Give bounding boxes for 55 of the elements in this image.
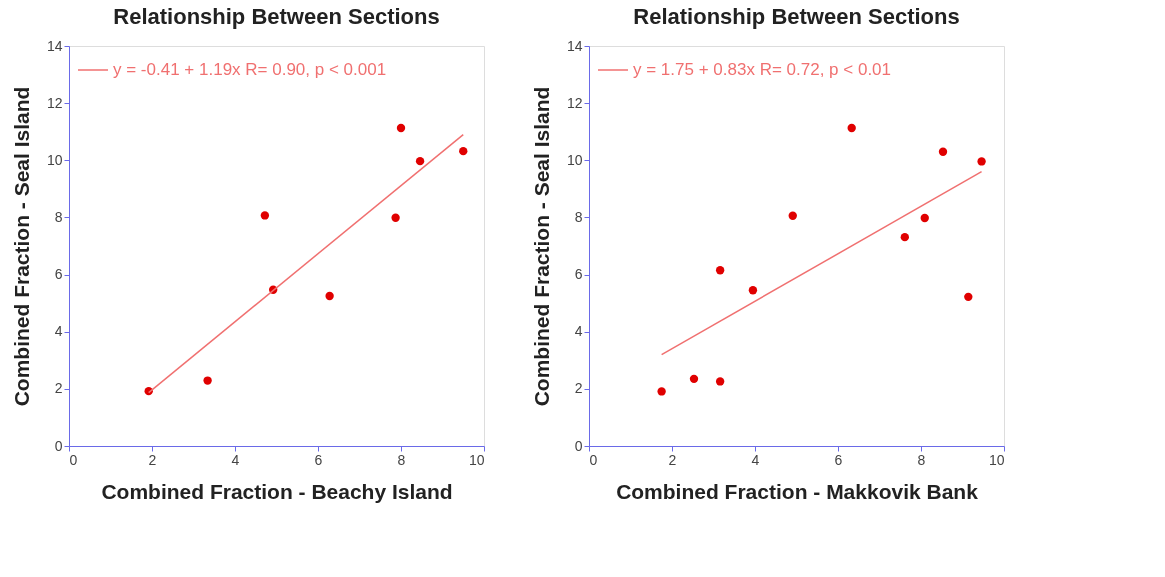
x-tick-label: 6 [834, 451, 843, 468]
y-tick-label: 2 [574, 380, 583, 397]
point [689, 374, 699, 384]
y-axis-title: Combined Fraction - Seal Island [529, 86, 553, 407]
y-tick-label: 10 [46, 151, 63, 168]
point [715, 377, 725, 386]
x-axis-title: Combined Fraction - Makkovik Bank [616, 479, 979, 503]
point [459, 146, 468, 156]
legend-label: y = -0.41 + 1.19x R= 0.90, p < 0.001 [113, 60, 387, 79]
point [715, 266, 725, 275]
point [938, 147, 948, 156]
chart-title: Relationship Between Sections [113, 4, 440, 29]
y-tick-label: 2 [54, 380, 63, 397]
y-tick-label: 12 [566, 94, 583, 111]
point [788, 211, 797, 220]
y-tick-label: 4 [574, 323, 583, 340]
point [977, 157, 986, 166]
x-tick-label: 4 [751, 451, 760, 468]
y-tick-label: 0 [574, 437, 583, 454]
y-tick-label: 12 [46, 94, 63, 111]
point [920, 213, 929, 223]
x-tick-label: 10 [988, 451, 1005, 468]
x-tick-label: 2 [148, 451, 157, 468]
point [391, 213, 400, 222]
y-axis-title: Combined Fraction - Seal Island [9, 86, 33, 407]
point [260, 211, 270, 220]
point [325, 291, 334, 301]
y-tick-label: 8 [54, 208, 63, 225]
x-tick-label: 4 [231, 451, 240, 468]
x-tick-label: 6 [314, 451, 323, 468]
y-tick-label: 10 [566, 151, 583, 168]
point [900, 232, 909, 242]
x-tick-label: 0 [589, 451, 598, 468]
point [847, 123, 856, 133]
point [657, 387, 666, 396]
y-tick-label: 8 [574, 208, 583, 225]
x-tick-label: 2 [668, 451, 677, 468]
y-tick-label: 14 [566, 37, 583, 54]
x-tick-label: 10 [468, 451, 485, 468]
point [396, 123, 406, 133]
point [748, 286, 758, 295]
legend-label: y = 1.75 + 0.83x R= 0.72, p < 0.01 [633, 60, 892, 79]
x-tick-label: 0 [69, 451, 78, 468]
x-tick-label: 8 [917, 451, 926, 468]
y-tick-label: 0 [54, 437, 63, 454]
point [203, 376, 212, 385]
x-axis-title: Combined Fraction - Beachy Island [101, 479, 453, 503]
x-tick-label: 8 [397, 451, 406, 468]
y-tick-label: 6 [54, 266, 63, 283]
chart-title: Relationship Between Sections [633, 4, 960, 29]
y-tick-label: 14 [46, 37, 63, 54]
y-tick-label: 4 [54, 323, 63, 340]
y-tick-label: 6 [574, 266, 583, 283]
point [415, 156, 425, 166]
point [964, 292, 973, 302]
